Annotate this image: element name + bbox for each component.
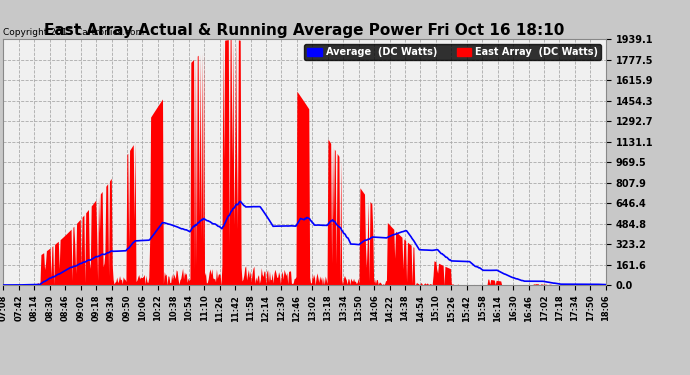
Text: Copyright 2015 Cartronics.com: Copyright 2015 Cartronics.com	[3, 28, 145, 37]
Legend: Average  (DC Watts), East Array  (DC Watts): Average (DC Watts), East Array (DC Watts…	[304, 44, 601, 60]
Title: East Array Actual & Running Average Power Fri Oct 16 18:10: East Array Actual & Running Average Powe…	[44, 23, 565, 38]
